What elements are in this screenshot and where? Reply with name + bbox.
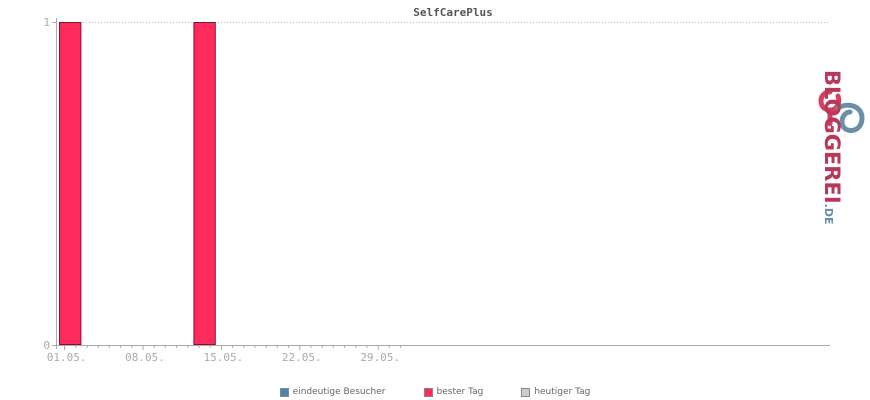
axes — [52, 18, 830, 350]
x-tick-label-0: 01.05. — [47, 351, 87, 364]
x-tick-label-1: 08.05. — [125, 351, 165, 364]
legend-swatch-unique-visitors — [279, 387, 289, 397]
x-tick-labels: 01.05. 08.05. 15.05. 22.05. 29.05. — [47, 351, 400, 364]
bar-1-1 — [193, 22, 216, 345]
legend-label-today: heutiger Tag — [534, 387, 591, 397]
y-tick-label-0: 0 — [43, 339, 50, 352]
y-tick-label-1: 1 — [43, 16, 50, 29]
logo-suffix: .DE — [822, 203, 835, 225]
legend-label-unique-visitors: eindeutige Besucher — [292, 387, 386, 397]
legend-swatch-today — [521, 387, 531, 397]
x-tick-label-4: 29.05. — [360, 351, 400, 364]
legend-label-best-day: bester Tag — [436, 387, 484, 397]
legend-item-best-day: bester Tag — [423, 385, 484, 399]
legend-item-unique-visitors: eindeutige Besucher — [279, 385, 386, 399]
bars — [59, 22, 216, 345]
bloggerei-logo-icon — [818, 89, 865, 133]
y-tick-labels: 01 — [43, 16, 50, 352]
bar-1-0 — [59, 22, 82, 345]
legend-item-today: heutiger Tag — [521, 385, 590, 399]
chart: SelfCarePlus 01 01.05. 08.05. 15.05. 22.05.… — [43, 6, 830, 364]
logo-text: BLOGGEREI — [820, 70, 844, 204]
legend-swatch-best-day — [423, 387, 433, 397]
x-tick-label-3: 22.05. — [282, 351, 322, 364]
bloggerei-wordmark: BLOGGEREI.DE — [818, 70, 844, 224]
legend: eindeutige Besucher bester Tag heutiger … — [0, 385, 870, 399]
chart-title: SelfCarePlus — [413, 6, 492, 19]
x-tick-label-2: 15.05. — [204, 351, 244, 364]
